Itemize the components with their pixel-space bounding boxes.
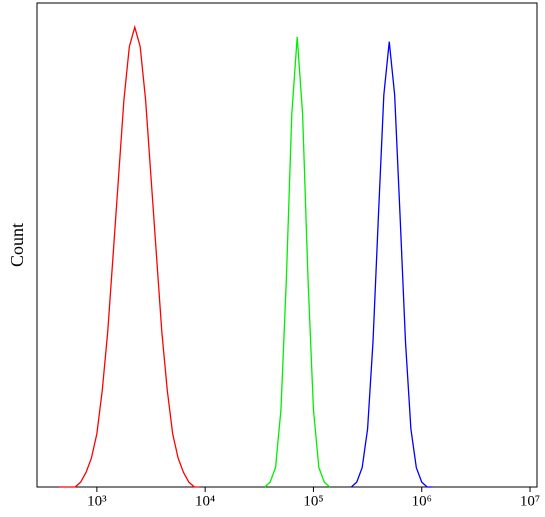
x-tick-label: 10³	[87, 493, 107, 509]
x-tick-label: 10⁵	[303, 493, 323, 509]
histogram-line	[59, 24, 200, 488]
x-tick-label: 10⁶	[412, 493, 432, 509]
histogram-line	[350, 41, 433, 488]
plot-frame	[36, 2, 538, 488]
y-axis-label: Count	[7, 223, 27, 267]
x-tick-label: 10⁴	[195, 493, 215, 509]
histogram-line	[264, 36, 331, 488]
x-tick-label: 10⁷	[520, 493, 540, 509]
